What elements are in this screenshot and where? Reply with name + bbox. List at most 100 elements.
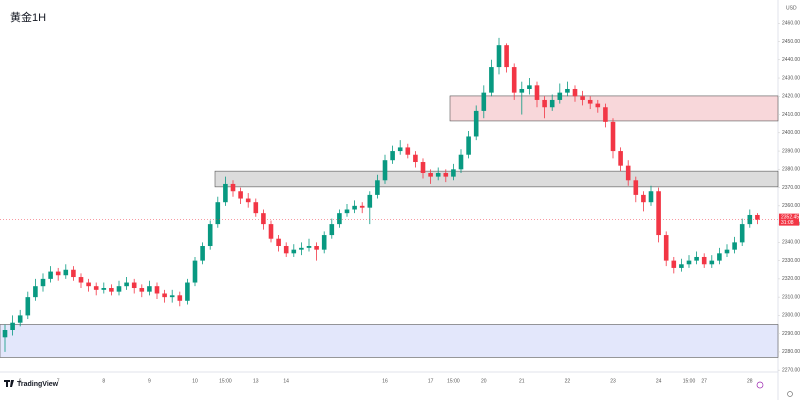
x-tick-label: 17 <box>428 378 434 384</box>
candle-body <box>747 214 753 225</box>
y-tick-label: 2420.00 <box>782 94 800 100</box>
candle-body <box>306 246 312 248</box>
candle-body <box>93 286 99 290</box>
candle-body <box>55 271 61 276</box>
y-tick-label: 2390.00 <box>782 148 800 154</box>
candle-body <box>565 88 570 93</box>
candle-body <box>496 45 502 68</box>
candle-body <box>238 191 243 199</box>
candle-body <box>276 238 281 247</box>
candle-body <box>367 194 373 208</box>
candle-body <box>542 99 547 108</box>
candle-body <box>185 282 190 301</box>
candles <box>2 37 760 352</box>
candle-body <box>458 154 464 170</box>
candle-body <box>169 295 175 298</box>
x-tick-label: 15:00 <box>447 378 460 384</box>
candle-body <box>63 269 69 276</box>
candle-body <box>215 202 221 225</box>
chart-title: 黄金1H <box>10 10 46 24</box>
candle-body <box>390 151 395 161</box>
zone <box>0 324 779 358</box>
candle-body <box>481 92 487 111</box>
candle-body <box>329 224 335 236</box>
y-tick-label: 2280.00 <box>782 349 800 355</box>
y-tick-label: 2450.00 <box>782 39 800 45</box>
candle-body <box>466 136 471 155</box>
candle-body <box>192 260 198 283</box>
candle-body <box>671 260 677 268</box>
candle-body <box>230 183 236 192</box>
brand-name: TradingView <box>17 381 59 388</box>
candle-body <box>580 96 585 100</box>
current-price-badge <box>779 213 799 226</box>
candle-body <box>131 282 137 289</box>
candle-body <box>489 67 494 93</box>
candle-body <box>382 160 388 181</box>
x-tick-label: 13 <box>253 378 259 384</box>
current-price-label: 2352.45 <box>781 214 799 220</box>
y-tick-label: 2340.00 <box>782 240 800 246</box>
y-tick-label: 2360.00 <box>782 203 800 209</box>
candle-body <box>534 85 540 100</box>
y-tick-label: 2300.00 <box>782 313 800 319</box>
candle-body <box>223 183 228 203</box>
candle-body <box>504 45 509 68</box>
candle-body <box>375 180 380 195</box>
candle-body <box>261 213 266 225</box>
y-tick-label: 2370.00 <box>782 185 800 191</box>
y-tick-label: 2440.00 <box>782 57 800 63</box>
countdown-label: 31:08 <box>781 220 794 226</box>
candle-body <box>40 278 46 287</box>
candle-body <box>428 172 433 177</box>
candle-body <box>549 99 555 108</box>
x-tick-label: 9 <box>148 378 151 384</box>
candle-body <box>663 235 669 261</box>
candle-body <box>314 246 319 250</box>
candle-body <box>413 154 418 163</box>
candle-body <box>451 169 456 177</box>
event-icon <box>756 381 764 389</box>
candle-body <box>109 288 114 292</box>
x-tick-label: 20 <box>481 378 487 384</box>
y-tick-label: 2320.00 <box>782 276 800 282</box>
candle-body <box>724 249 730 254</box>
candle-body <box>595 103 601 108</box>
candle-body <box>299 247 304 250</box>
candle-body <box>10 322 15 331</box>
candle-body <box>610 121 616 152</box>
candle-body <box>755 214 760 220</box>
candle-body <box>48 271 53 279</box>
x-tick-label: 27 <box>701 378 707 384</box>
candle-body <box>701 256 707 265</box>
x-tick-label: 23 <box>610 378 616 384</box>
candle-body <box>139 288 145 292</box>
candle-body <box>291 249 297 254</box>
y-tick-label: 2290.00 <box>782 331 800 337</box>
candle-body <box>443 172 449 177</box>
candle-body <box>739 224 745 243</box>
candle-body <box>2 330 8 338</box>
brand-logo: TradingView <box>4 380 59 388</box>
candle-body <box>177 295 183 301</box>
x-tick-label: 21 <box>519 378 525 384</box>
candle-body <box>694 256 699 261</box>
candle-body <box>162 293 167 298</box>
candle-body <box>527 85 532 89</box>
candle-body <box>17 315 23 323</box>
candle-body <box>732 242 737 250</box>
x-tick-label: 28 <box>747 378 753 384</box>
candle-body <box>207 224 213 247</box>
candle-body <box>154 286 160 294</box>
candle-body <box>557 92 563 100</box>
settings-icon[interactable] <box>787 391 793 397</box>
candle-body <box>405 147 411 155</box>
candle-body <box>337 213 342 225</box>
candle-body <box>352 205 357 210</box>
candle-body <box>641 194 646 203</box>
zone <box>449 95 779 122</box>
candle-body <box>268 224 274 239</box>
candle-body <box>78 277 84 283</box>
candle-body <box>71 269 76 278</box>
